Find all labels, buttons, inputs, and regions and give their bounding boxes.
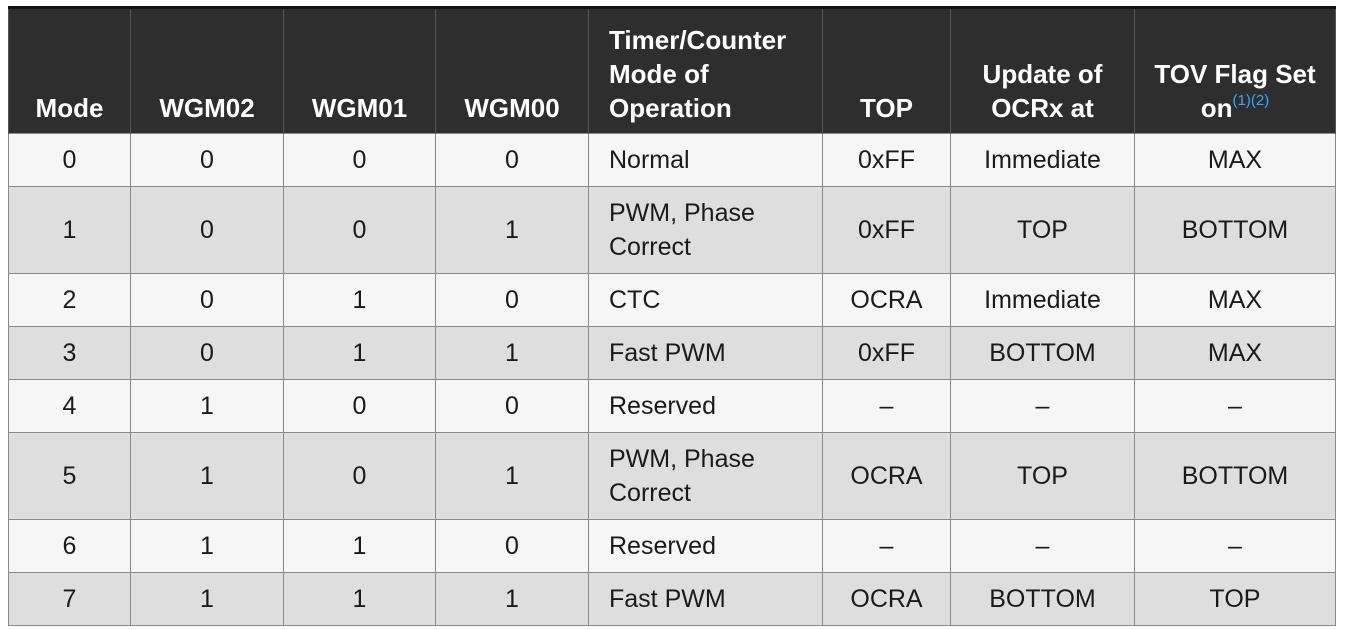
table-cell-mode: 6	[8, 519, 131, 573]
table-cell-update-ocrx: BOTTOM	[950, 326, 1135, 380]
table-cell-wgm01: 0	[283, 133, 436, 187]
table-row: 3 0 1 1 Fast PWM 0xFF BOTTOM MAX	[8, 326, 1336, 380]
column-header-wgm01: WGM01	[283, 6, 436, 134]
table-cell-wgm02: 0	[130, 186, 284, 274]
table-cell-mode-of-operation: Reserved	[588, 519, 823, 573]
table-cell-wgm01: 0	[283, 432, 436, 520]
table-row: 5 1 0 1 PWM, Phase Correct OCRA TOP BOTTOM	[8, 432, 1336, 520]
table-row: 0 0 0 0 Normal 0xFF Immediate MAX	[8, 133, 1336, 187]
table-row: 4 1 0 0 Reserved – – –	[8, 379, 1336, 433]
table-cell-update-ocrx: Immediate	[950, 133, 1135, 187]
table-cell-top: 0xFF	[822, 186, 951, 274]
table-cell-top: –	[822, 379, 951, 433]
table-row: 1 0 0 1 PWM, Phase Correct 0xFF TOP BOTTOM	[8, 186, 1336, 274]
table-cell-wgm02: 1	[130, 379, 284, 433]
waveform-generation-mode-table-container: Mode WGM02 WGM01 WGM00 Timer/Counter Mode of…	[8, 6, 1336, 626]
column-header-top: TOP	[822, 6, 951, 134]
column-header-wgm00: WGM00	[435, 6, 589, 134]
header-row: Mode WGM02 WGM01 WGM00 Timer/Counter Mode of…	[8, 6, 1336, 134]
table-row: 2 0 1 0 CTC OCRA Immediate MAX	[8, 273, 1336, 327]
table-cell-wgm02: 0	[130, 273, 284, 327]
table-cell-top: OCRA	[822, 572, 951, 626]
table-cell-wgm02: 0	[130, 133, 284, 187]
table-cell-update-ocrx: TOP	[950, 186, 1135, 274]
table-cell-mode-of-operation: Reserved	[588, 379, 823, 433]
table-cell-top: 0xFF	[822, 133, 951, 187]
table-cell-wgm01: 1	[283, 519, 436, 573]
table-cell-mode-of-operation: Fast PWM	[588, 572, 823, 626]
table-cell-mode: 4	[8, 379, 131, 433]
table-cell-tov-flag: BOTTOM	[1134, 432, 1336, 520]
table-cell-update-ocrx: –	[950, 519, 1135, 573]
table-cell-wgm00: 0	[435, 133, 589, 187]
column-header-label: WGM00	[464, 93, 560, 123]
table-cell-tov-flag: MAX	[1134, 326, 1336, 380]
waveform-generation-mode-table: Mode WGM02 WGM01 WGM00 Timer/Counter Mode of…	[8, 6, 1336, 626]
table-cell-wgm01: 1	[283, 273, 436, 327]
column-header-label: Mode	[35, 93, 104, 123]
table-cell-top: –	[822, 519, 951, 573]
table-cell-mode-of-operation: Normal	[588, 133, 823, 187]
column-header-mode: Mode	[8, 6, 131, 134]
table-cell-tov-flag: BOTTOM	[1134, 186, 1336, 274]
table-cell-top: OCRA	[822, 432, 951, 520]
table-cell-mode: 5	[8, 432, 131, 520]
table-cell-tov-flag: TOP	[1134, 572, 1336, 626]
table-cell-wgm02: 0	[130, 326, 284, 380]
column-header-label: Update of OCRx at	[982, 59, 1103, 123]
column-header-label: WGM01	[311, 93, 408, 123]
table-cell-update-ocrx: TOP	[950, 432, 1135, 520]
column-header-label: TOV Flag Set on	[1154, 59, 1316, 123]
table-cell-update-ocrx: Immediate	[950, 273, 1135, 327]
footnote-reference[interactable]: (1)(2)	[1232, 92, 1270, 109]
table-cell-update-ocrx: –	[950, 379, 1135, 433]
table-cell-wgm02: 1	[130, 572, 284, 626]
table-header: Mode WGM02 WGM01 WGM00 Timer/Counter Mode of…	[8, 6, 1336, 134]
table-cell-tov-flag: MAX	[1134, 133, 1336, 187]
table-cell-mode: 7	[8, 572, 131, 626]
table-cell-wgm00: 1	[435, 432, 589, 520]
table-cell-mode-of-operation: Fast PWM	[588, 326, 823, 380]
table-row: 7 1 1 1 Fast PWM OCRA BOTTOM TOP	[8, 572, 1336, 626]
table-cell-wgm00: 1	[435, 572, 589, 626]
table-cell-wgm02: 1	[130, 432, 284, 520]
table-cell-tov-flag: –	[1134, 379, 1336, 433]
column-header-wgm02: WGM02	[130, 6, 284, 134]
table-row: 6 1 1 0 Reserved – – –	[8, 519, 1336, 573]
table-cell-mode-of-operation: CTC	[588, 273, 823, 327]
column-header-update-ocrx: Update of OCRx at	[950, 6, 1135, 134]
table-cell-mode: 1	[8, 186, 131, 274]
table-cell-wgm00: 0	[435, 379, 589, 433]
table-cell-update-ocrx: BOTTOM	[950, 572, 1135, 626]
table-cell-wgm00: 0	[435, 273, 589, 327]
column-header-label: WGM02	[159, 93, 255, 123]
table-cell-top: OCRA	[822, 273, 951, 327]
table-cell-wgm02: 1	[130, 519, 284, 573]
table-cell-tov-flag: MAX	[1134, 273, 1336, 327]
table-cell-wgm01: 1	[283, 326, 436, 380]
table-cell-wgm01: 1	[283, 572, 436, 626]
table-cell-tov-flag: –	[1134, 519, 1336, 573]
table-cell-mode-of-operation: PWM, Phase Correct	[588, 432, 823, 520]
column-header-label: Timer/Counter Mode of Operation	[609, 25, 787, 123]
table-cell-wgm01: 0	[283, 186, 436, 274]
table-cell-wgm00: 1	[435, 326, 589, 380]
column-header-tov-flag: TOV Flag Set on(1)(2)	[1134, 6, 1336, 134]
table-cell-mode-of-operation: PWM, Phase Correct	[588, 186, 823, 274]
table-cell-mode: 0	[8, 133, 131, 187]
table-cell-top: 0xFF	[822, 326, 951, 380]
table-cell-wgm00: 1	[435, 186, 589, 274]
table-cell-mode: 2	[8, 273, 131, 327]
column-header-label: TOP	[860, 93, 913, 123]
table-body: 0 0 0 0 Normal 0xFF Immediate MAX 1 0 0 1 PWM, Phase…	[8, 133, 1336, 626]
column-header-mode-of-operation: Timer/Counter Mode of Operation	[588, 6, 823, 134]
table-cell-mode: 3	[8, 326, 131, 380]
table-cell-wgm01: 0	[283, 379, 436, 433]
table-cell-wgm00: 0	[435, 519, 589, 573]
